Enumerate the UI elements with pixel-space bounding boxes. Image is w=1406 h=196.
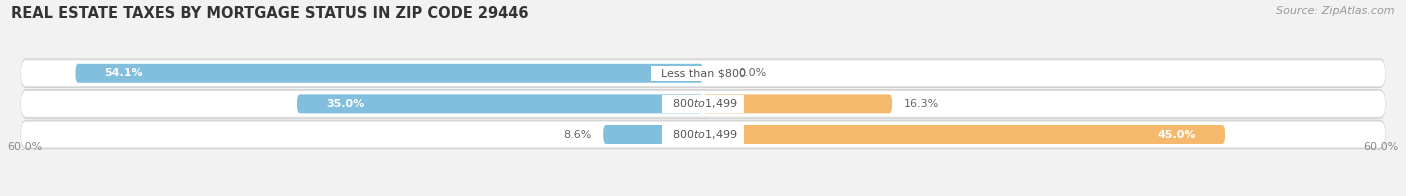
Text: 45.0%: 45.0% bbox=[1157, 130, 1197, 140]
Text: 35.0%: 35.0% bbox=[326, 99, 364, 109]
FancyBboxPatch shape bbox=[21, 91, 1385, 117]
FancyBboxPatch shape bbox=[21, 90, 1385, 118]
FancyBboxPatch shape bbox=[297, 94, 703, 113]
Text: Less than $800: Less than $800 bbox=[654, 68, 752, 78]
Text: 16.3%: 16.3% bbox=[904, 99, 939, 109]
Text: $800 to $1,499: $800 to $1,499 bbox=[665, 128, 741, 141]
Text: 60.0%: 60.0% bbox=[1364, 142, 1399, 152]
Text: 60.0%: 60.0% bbox=[7, 142, 42, 152]
Text: $800 to $1,499: $800 to $1,499 bbox=[665, 97, 741, 110]
FancyBboxPatch shape bbox=[703, 94, 891, 113]
Text: Source: ZipAtlas.com: Source: ZipAtlas.com bbox=[1277, 6, 1395, 16]
FancyBboxPatch shape bbox=[21, 120, 1385, 149]
Text: 54.1%: 54.1% bbox=[104, 68, 143, 78]
Text: 0.0%: 0.0% bbox=[738, 68, 766, 78]
FancyBboxPatch shape bbox=[21, 60, 1385, 86]
Legend: Without Mortgage, With Mortgage: Without Mortgage, With Mortgage bbox=[581, 195, 825, 196]
Text: 8.6%: 8.6% bbox=[564, 130, 592, 140]
FancyBboxPatch shape bbox=[703, 125, 1225, 144]
FancyBboxPatch shape bbox=[21, 122, 1385, 147]
FancyBboxPatch shape bbox=[76, 64, 703, 83]
Text: REAL ESTATE TAXES BY MORTGAGE STATUS IN ZIP CODE 29446: REAL ESTATE TAXES BY MORTGAGE STATUS IN … bbox=[11, 6, 529, 21]
FancyBboxPatch shape bbox=[21, 59, 1385, 88]
FancyBboxPatch shape bbox=[603, 125, 703, 144]
